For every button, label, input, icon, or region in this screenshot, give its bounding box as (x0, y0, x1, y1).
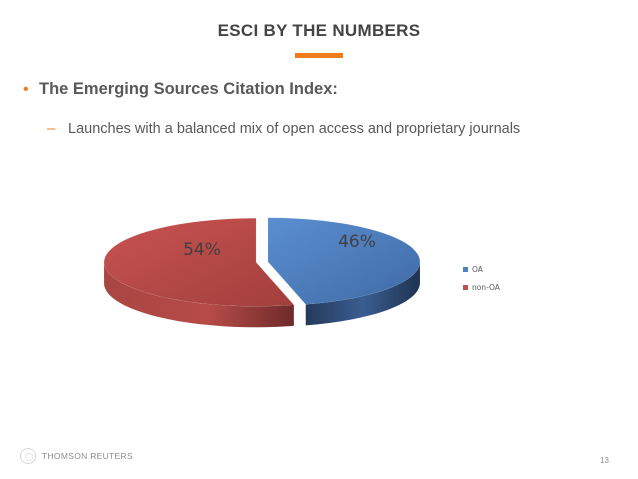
pie-layer: 46% 54% (103, 217, 421, 328)
legend-swatch-non-oa (463, 285, 468, 290)
pie-slice-non-oa (103, 218, 295, 307)
sub-bullet-item: – Launches with a balanced mix of open a… (47, 120, 520, 137)
data-label-oa: 46% (338, 232, 376, 252)
pie-slice-oa (267, 217, 421, 305)
slide-title: ESCI BY THE NUMBERS (217, 21, 421, 40)
bullet-heading: The Emerging Sources Citation Index: (39, 80, 338, 98)
logo-text: THOMSON REUTERS (42, 451, 133, 461)
bullet-marker: • (23, 81, 29, 98)
sub-bullet-text: Launches with a balanced mix of open acc… (68, 121, 521, 137)
page-number: 13 (600, 456, 609, 465)
bullet-item: • The Emerging Sources Citation Index: (23, 80, 338, 99)
legend-label-non-oa: non-OA (472, 283, 501, 292)
sub-bullet-marker: – (47, 120, 56, 137)
pie-side-non-oa (104, 262, 294, 328)
thomson-reuters-logo-icon (20, 448, 36, 464)
data-label-non-oa: 54% (183, 240, 221, 260)
footer-logo: THOMSON REUTERS (20, 448, 133, 464)
chart-legend: OA non-OA (463, 265, 501, 292)
legend-swatch-oa (463, 267, 468, 272)
legend-label-oa: OA (472, 265, 484, 274)
pie-side-oa (305, 261, 420, 326)
title-accent-bar (295, 53, 343, 58)
